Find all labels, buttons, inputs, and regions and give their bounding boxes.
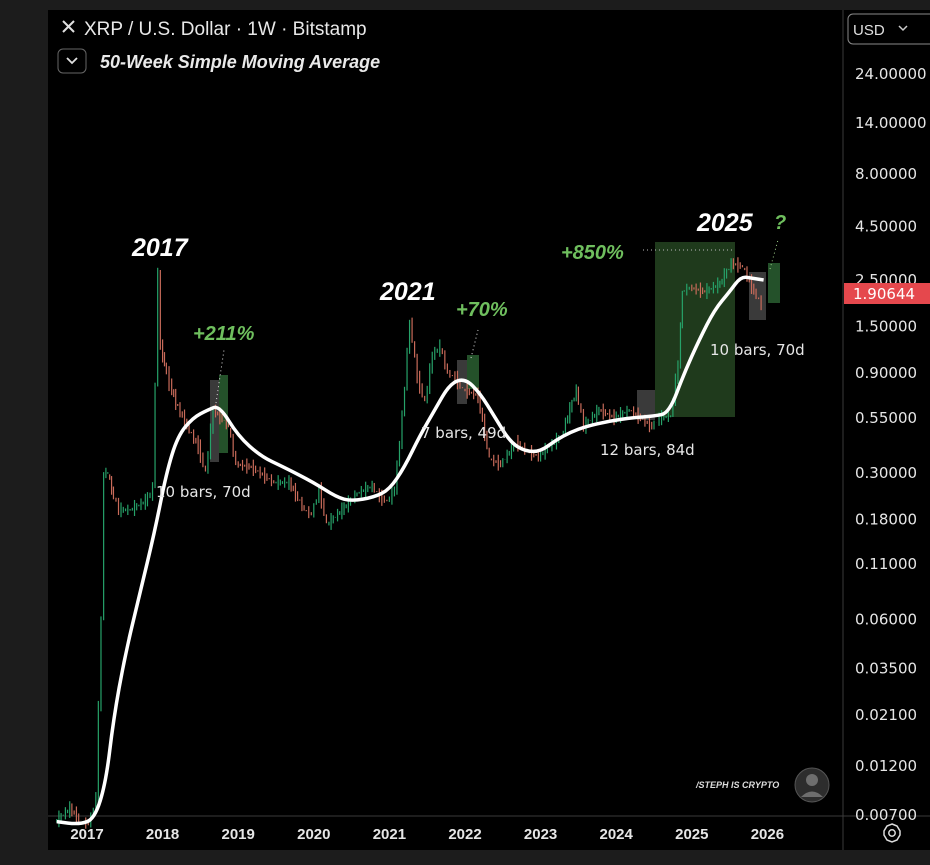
time-axis-ticks: 2017 2018 2019 2020 2021 2022 2023 2024 2025 2026 (70, 826, 784, 843)
close-icon[interactable] (62, 20, 75, 33)
connector-70 (470, 329, 479, 359)
chart-title: XRP / U.S. Dollar · 1W · Bitstamp (84, 19, 367, 40)
time-tick-label: 2021 (373, 826, 406, 843)
time-tick-label: 2025 (675, 826, 708, 843)
green-zone-2025 (655, 242, 735, 417)
price-series (56, 257, 762, 829)
price-tick-label: 0.90000 (855, 364, 917, 382)
price-chart: 2017 2021 2025 ? +211% +70% +850% 10 bar… (48, 10, 930, 850)
price-tick-label: 24.00000 (855, 65, 927, 83)
grey-bar-2022 (457, 360, 467, 404)
sma-line (56, 275, 764, 826)
annotation-pct-211: +211% (193, 323, 255, 345)
sma-series (56, 275, 764, 826)
last-price-tag: 1.90644 (844, 283, 930, 304)
price-tick-label: 0.00700 (855, 806, 917, 824)
price-tick-label: 0.06000 (855, 610, 917, 628)
time-tick-label: 2018 (146, 826, 179, 843)
annotation-bars-2018: 10 bars, 70d (156, 483, 251, 501)
price-tick-label: 8.00000 (855, 165, 917, 183)
annotation-pct-70: +70% (456, 299, 508, 321)
indicator-label: 50-Week Simple Moving Average (100, 52, 380, 72)
avatar-head (806, 774, 818, 786)
price-tick-label: 14.00000 (855, 114, 927, 132)
annotation-bars-2022: 7 bars, 49d (421, 424, 506, 442)
watermark-text: /STEPH IS CRYPTO (695, 780, 779, 790)
chevron-down-icon (66, 57, 78, 65)
annotation-2025: 2025 (696, 209, 754, 237)
time-tick-label: 2023 (524, 826, 557, 843)
price-tick-label: 1.50000 (855, 317, 917, 335)
time-tick-label: 2026 (751, 826, 784, 843)
chart-header: XRP / U.S. Dollar · 1W · Bitstamp 50-Wee… (57, 19, 380, 74)
time-tick-label: 2017 (70, 826, 103, 843)
currency-select[interactable]: USD (847, 13, 930, 45)
grey-bar-2024 (637, 390, 655, 420)
last-price-label: 1.90644 (853, 285, 915, 303)
green-bar-2022 (467, 355, 479, 389)
time-tick-label: 2019 (222, 826, 255, 843)
annotation-bars-2025: 10 bars, 70d (710, 341, 805, 359)
annotation-bars-2024: 12 bars, 84d (600, 441, 695, 459)
last-price-bg (844, 283, 930, 304)
currency-select-value: USD (853, 22, 885, 39)
annotation-2017: 2017 (131, 234, 189, 262)
annotation-pct-850: +850% (561, 242, 624, 264)
price-tick-label: 0.03500 (855, 659, 917, 677)
chevron-down-icon (898, 25, 908, 32)
green-bar-2026 (768, 263, 780, 303)
price-axis-ticks: 40.0000024.0000014.000008.000004.500002.… (855, 19, 927, 824)
price-tick-label: 0.02100 (855, 706, 917, 724)
indicator-toggle-button[interactable] (57, 48, 87, 74)
gear-icon[interactable] (883, 823, 901, 843)
price-tick-label: 0.55000 (855, 409, 917, 427)
grey-bar-2018 (210, 380, 219, 462)
time-tick-label: 2024 (600, 826, 634, 843)
connector-211 (215, 349, 225, 404)
annotation-question: ? (774, 212, 786, 234)
price-tick-label: 0.30000 (855, 464, 917, 482)
price-tick-label: 0.18000 (855, 510, 917, 528)
time-tick-label: 2022 (448, 826, 481, 843)
chart-frame: 2017 2021 2025 ? +211% +70% +850% 10 bar… (48, 10, 930, 850)
price-tick-label: 0.11000 (855, 555, 917, 573)
watermark: /STEPH IS CRYPTO (695, 767, 830, 803)
time-tick-label: 2020 (297, 826, 330, 843)
annotation-2021: 2021 (379, 278, 436, 306)
price-tick-label: 0.01200 (855, 757, 917, 775)
price-tick-label: 4.50000 (855, 218, 917, 236)
avatar-body (801, 791, 823, 797)
